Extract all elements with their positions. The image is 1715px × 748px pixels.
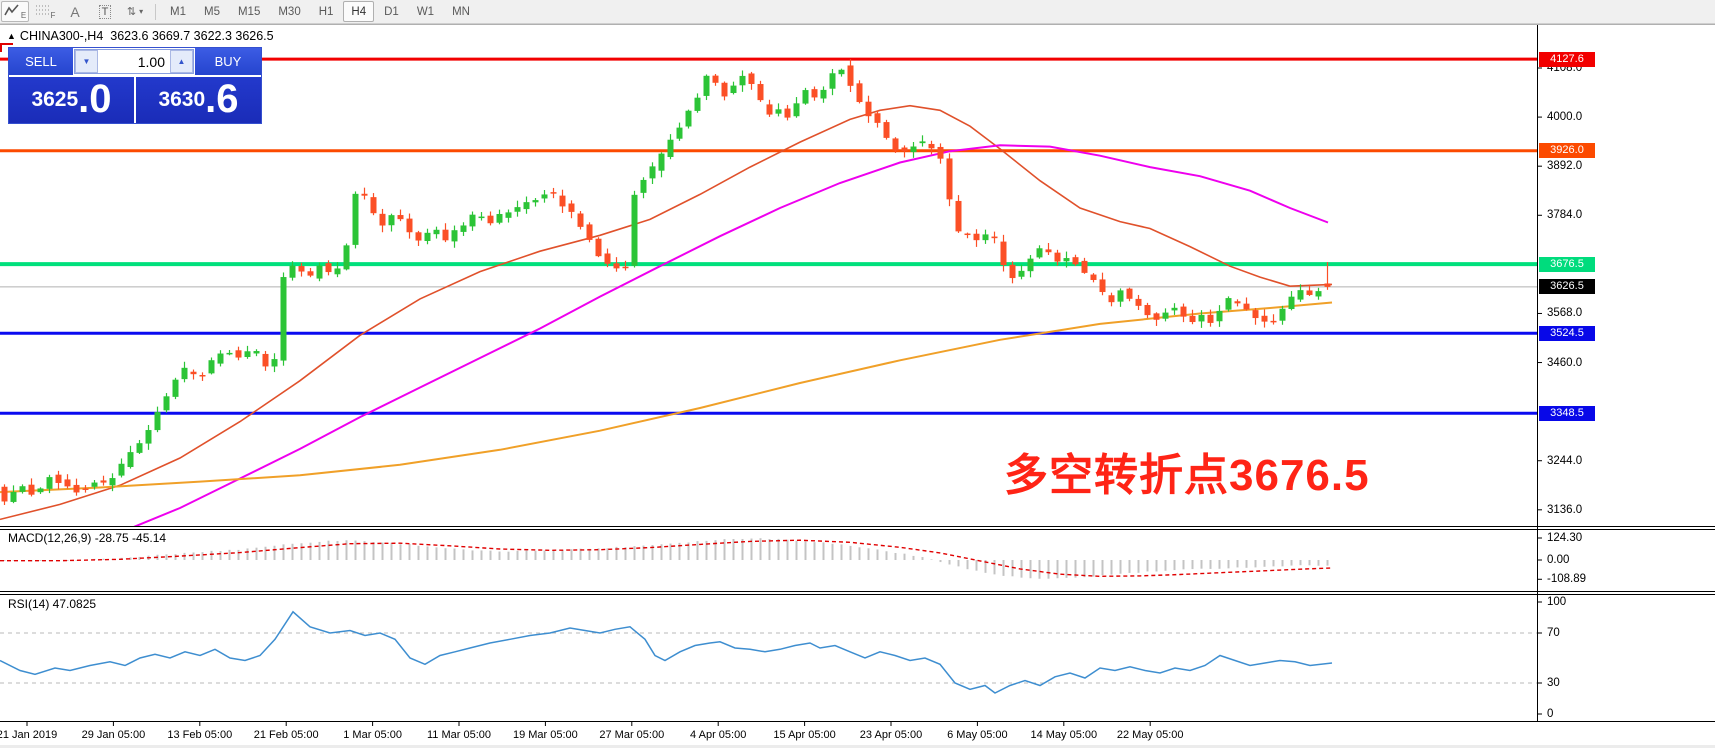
timeframe-button-m5[interactable]: M5 (203, 5, 220, 18)
tool-sub-label: F (50, 11, 56, 20)
level-price-badge: 3524.5 (1539, 325, 1595, 341)
grid-tool-button[interactable]: F (31, 1, 59, 22)
y-axis-label: 30 (1547, 677, 1560, 689)
y-axis-label: -108.89 (1547, 573, 1587, 586)
collapse-triangle-icon[interactable]: ▲ (7, 31, 16, 41)
grid-icon (35, 4, 50, 20)
y-axis-label: 0 (1547, 708, 1554, 720)
date-label: 21 Jan 2019 (0, 729, 58, 741)
tool-sub-label: E (20, 11, 27, 20)
toolbar-separator (155, 3, 156, 20)
y-axis-label: 3460.0 (1547, 356, 1583, 369)
date-label: 4 Apr 05:00 (690, 729, 747, 741)
level-price-badge: 3676.5 (1539, 256, 1595, 272)
y-axis-label: 124.30 (1547, 531, 1583, 544)
indicators-tool-button[interactable]: E (1, 1, 29, 22)
symbol-period-label: CHINA300-,H4 (19, 29, 104, 43)
date-label: 13 Feb 05:00 (167, 729, 233, 741)
macd-label: MACD(12,26,9) -28.75 -45.14 (8, 531, 167, 545)
y-axis-label: 0.00 (1547, 554, 1570, 566)
y-axis-label: 3784.0 (1547, 209, 1583, 222)
volume-spinner: ▼ 1.00 ▲ (74, 49, 194, 74)
y-axis-label: 4000.0 (1547, 111, 1583, 124)
toolbar: E F A T ⇅ ▾ M1 M5 M15 M30 H1 H4 D1 W1 MN (0, 0, 1715, 24)
date-label: 6 May 05:00 (947, 729, 1008, 741)
date-label: 29 Jan 05:00 (81, 729, 146, 741)
timeframe-button-m1[interactable]: M1 (170, 5, 186, 18)
chart-title: ▲ CHINA300-,H4 3623.6 3669.7 3622.3 3626.… (7, 29, 274, 43)
y-axis-label: 100 (1547, 596, 1567, 608)
y-axis-label: 3136.0 (1547, 503, 1583, 516)
current-price-badge: 3626.5 (1539, 279, 1595, 295)
date-label: 23 Apr 05:00 (859, 729, 923, 741)
y-axis-label: 3568.0 (1547, 307, 1583, 320)
buy-price-frac: .6 (205, 77, 239, 121)
timeframe-group: M1 M5 M15 M30 H1 H4 D1 W1 MN (161, 1, 479, 22)
volume-increase-button[interactable]: ▲ (170, 50, 193, 73)
cursor-tool-button[interactable]: ⇅ ▾ (121, 1, 149, 22)
date-label: 19 Mar 05:00 (512, 729, 578, 741)
date-label: 1 Mar 05:00 (343, 729, 402, 741)
turning-point-annotation: 多空转折点3676.5 (1004, 451, 1370, 500)
letter-t-icon: T (98, 4, 112, 19)
cursor-arrows-icon: ⇅ (126, 6, 137, 18)
bottom-strip (0, 745, 1715, 748)
y-axis-label: 70 (1547, 627, 1560, 639)
y-axis-label: 3892.0 (1547, 160, 1583, 173)
date-label: 15 Apr 05:00 (773, 729, 836, 741)
volume-decrease-button[interactable]: ▼ (75, 50, 98, 73)
level-price-badge: 3348.5 (1539, 405, 1595, 421)
buy-price-main: 3630 (158, 88, 206, 111)
level-price-badge: 3926.0 (1539, 143, 1595, 159)
timeframe-button-w1[interactable]: W1 (416, 5, 435, 18)
date-label: 11 Mar 05:00 (426, 729, 492, 741)
timeframe-button-m30[interactable]: M30 (278, 5, 301, 18)
quote-ohlc-label: 3623.6 3669.7 3622.3 3626.5 (110, 29, 274, 43)
timeframe-button-mn[interactable]: MN (452, 5, 470, 18)
volume-input[interactable]: 1.00 (137, 53, 165, 70)
zigzag-chart-icon (4, 3, 20, 20)
timeframe-button-d1[interactable]: D1 (384, 5, 399, 18)
timeframe-button-h1[interactable]: H1 (318, 5, 334, 18)
sell-price-main: 3625 (31, 88, 79, 111)
date-label: 21 Feb 05:00 (253, 729, 319, 741)
date-label: 14 May 05:00 (1030, 729, 1098, 741)
text-label-tool-button[interactable]: A (61, 1, 89, 22)
y-axis-label: 3244.0 (1547, 454, 1583, 467)
buy-button[interactable]: BUY (195, 48, 261, 75)
sell-price-frac: .0 (78, 77, 112, 121)
dropdown-caret-icon: ▾ (139, 7, 144, 16)
sell-button[interactable]: SELL (9, 48, 73, 75)
timeframe-button-m15[interactable]: M15 (237, 5, 261, 18)
date-label: 22 May 05:00 (1116, 729, 1184, 741)
date-label: 27 Mar 05:00 (599, 729, 665, 741)
rsi-label: RSI(14) 47.0825 (8, 597, 97, 611)
level-price-badge: 4127.6 (1539, 51, 1595, 67)
timeframe-button-h4[interactable]: H4 (343, 1, 375, 22)
buy-price-button[interactable]: 3630.6 (136, 77, 261, 123)
letter-a-icon: A (70, 3, 80, 20)
text-box-tool-button[interactable]: T (91, 1, 119, 22)
one-click-trade-panel: SELL ▼ 1.00 ▲ BUY 3625.0 3630.6 (8, 47, 262, 124)
sell-price-button[interactable]: 3625.0 (9, 77, 134, 123)
